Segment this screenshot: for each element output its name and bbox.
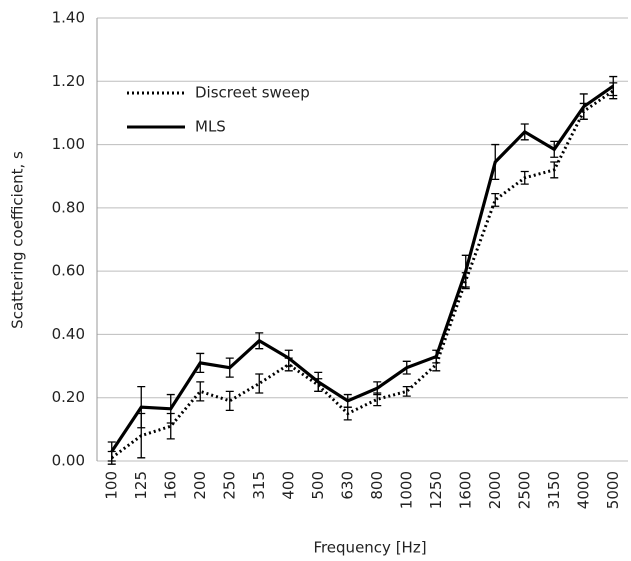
error-bar <box>137 385 146 429</box>
error-bar <box>196 381 205 402</box>
error-bar <box>520 123 529 141</box>
error-bar <box>255 373 264 394</box>
legend-label: MLS <box>195 118 226 136</box>
error-bar <box>402 385 411 397</box>
x-tick-label: 1600 <box>456 471 474 509</box>
error-bar <box>255 332 264 350</box>
x-tick-label: 125 <box>132 471 150 500</box>
error-bar <box>402 360 411 375</box>
x-tick-label: 2500 <box>515 471 533 509</box>
error-bar <box>225 357 234 378</box>
x-axis-label: Frequency [Hz] <box>313 539 426 557</box>
y-tick-label: 1.40 <box>52 9 85 27</box>
y-tick-label: 0.60 <box>52 262 85 280</box>
error-bar <box>432 349 441 364</box>
x-tick-label: 315 <box>250 471 268 500</box>
legend-label: Discreet sweep <box>195 84 310 102</box>
x-tick-label: 800 <box>368 471 386 500</box>
error-bar <box>343 393 352 408</box>
y-tick-label: 1.00 <box>52 135 85 153</box>
y-tick-label: 1.20 <box>52 72 85 90</box>
error-bar <box>225 390 234 412</box>
error-bar <box>550 140 559 158</box>
x-tick-label: 400 <box>279 471 297 500</box>
x-tick-label: 160 <box>161 471 179 500</box>
x-tick-label: 3150 <box>545 471 563 509</box>
y-tick-label: 0.00 <box>52 452 85 470</box>
x-tick-label: 250 <box>220 471 238 500</box>
x-tick-label: 1000 <box>397 471 415 509</box>
error-bar <box>491 192 500 207</box>
error-bar <box>284 349 293 367</box>
error-bar <box>461 254 470 288</box>
x-tick-label: 630 <box>338 471 356 500</box>
x-tick-label: 500 <box>309 471 327 500</box>
series-line <box>110 84 615 453</box>
series-line <box>110 89 615 460</box>
error-bar <box>579 93 588 120</box>
x-tick-label: 5000 <box>604 471 622 509</box>
y-axis-label: Scattering coefficient, s <box>9 151 27 329</box>
y-tick-label: 0.40 <box>52 325 85 343</box>
error-bar <box>609 75 618 97</box>
x-tick-label: 100 <box>102 471 120 500</box>
error-bar <box>107 441 116 462</box>
x-tick-label: 1250 <box>427 471 445 509</box>
error-bar <box>373 381 382 396</box>
x-tick-label: 200 <box>191 471 209 500</box>
error-bar <box>166 393 175 424</box>
y-tick-label: 0.80 <box>52 198 85 216</box>
error-bar <box>550 161 559 179</box>
y-tick-label: 0.20 <box>52 388 85 406</box>
error-bar <box>520 170 529 185</box>
x-tick-label: 2000 <box>486 471 504 509</box>
error-bar <box>491 143 500 181</box>
error-bar <box>314 371 323 393</box>
x-tick-label: 4000 <box>574 471 592 509</box>
error-bar <box>196 352 205 374</box>
